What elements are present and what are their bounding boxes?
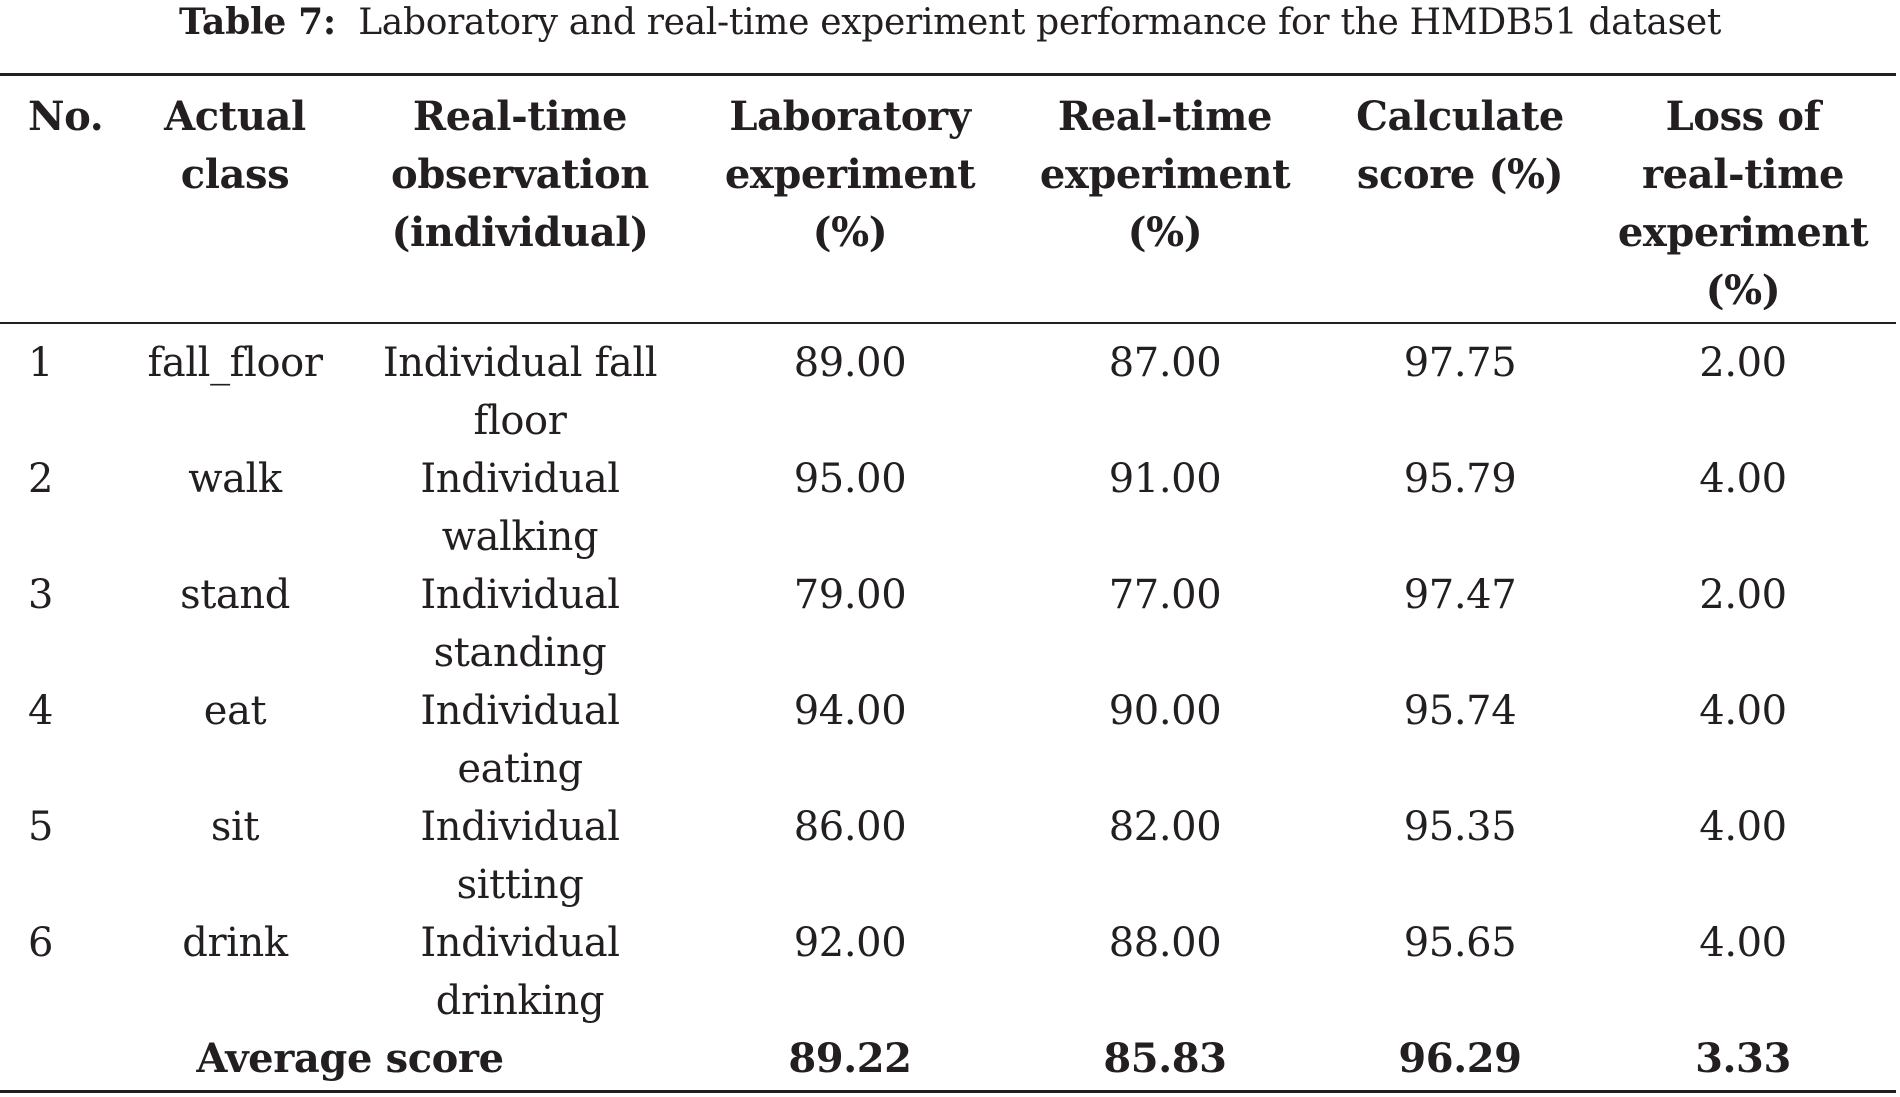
header-row: No. Actual class Real-time observation (ind…: [0, 88, 1896, 322]
cell-score: 95.74: [1403, 688, 1517, 734]
cell-observation: Individual sitting: [420, 804, 620, 908]
cell-realtime: 90.00: [1108, 688, 1222, 734]
average-laboratory: 89.22: [788, 1035, 912, 1082]
table-caption: Table 7: Laboratory and real-time experi…: [0, 0, 1900, 44]
cell-realtime: 77.00: [1108, 572, 1222, 618]
cell-score: 95.65: [1403, 920, 1517, 966]
cell-loss: 4.00: [1699, 688, 1787, 734]
cell-laboratory: 86.00: [793, 804, 907, 850]
header-actual-class: Actual class: [164, 93, 306, 198]
average-score: 96.29: [1398, 1035, 1522, 1082]
cell-score: 97.47: [1403, 572, 1517, 618]
cell-loss: 4.00: [1699, 920, 1787, 966]
cell-observation: Individual standing: [420, 572, 620, 676]
cell-score: 97.75: [1403, 340, 1517, 386]
table-row: 4 eat Individual eating 94.00 90.00 95.74…: [0, 682, 1896, 798]
table-row: 6 drink Individual drinking 92.00 88.00 9…: [0, 914, 1896, 1030]
cell-no: 1: [28, 340, 54, 386]
table-top-rule: [0, 73, 1896, 76]
cell-actual-class: stand: [180, 572, 290, 618]
cell-actual-class: fall_floor: [147, 340, 323, 386]
results-table: No. Actual class Real-time observation (ind…: [0, 88, 1896, 1088]
cell-laboratory: 94.00: [793, 688, 907, 734]
cell-score: 95.79: [1403, 456, 1517, 502]
cell-actual-class: sit: [210, 804, 260, 850]
table-row: 2 walk Individual walking 95.00 91.00 95.…: [0, 450, 1896, 566]
cell-actual-class: eat: [203, 688, 267, 734]
cell-score: 95.35: [1403, 804, 1517, 850]
average-loss: 3.33: [1695, 1035, 1791, 1082]
average-row: Average score 89.22 85.83 96.29 3.33: [0, 1030, 1896, 1088]
average-realtime: 85.83: [1103, 1035, 1227, 1082]
table-bottom-rule: [0, 1090, 1896, 1093]
cell-no: 5: [28, 804, 54, 850]
cell-observation: Individual eating: [420, 688, 620, 792]
cell-no: 3: [28, 572, 54, 618]
table-row: 5 sit Individual sitting 86.00 82.00 95.3…: [0, 798, 1896, 914]
cell-loss: 2.00: [1699, 572, 1787, 618]
cell-no: 6: [28, 920, 54, 966]
header-loss: Loss of real-time experiment (%): [1617, 93, 1869, 314]
header-realtime: Real-time experiment (%): [1039, 93, 1291, 256]
table-caption-text: Laboratory and real-time experiment perf…: [358, 2, 1721, 43]
cell-no: 2: [28, 456, 54, 502]
cell-observation: Individual drinking: [420, 920, 620, 1024]
cell-laboratory: 89.00: [793, 340, 907, 386]
cell-realtime: 87.00: [1108, 340, 1222, 386]
cell-loss: 2.00: [1699, 340, 1787, 386]
cell-laboratory: 95.00: [793, 456, 907, 502]
cell-loss: 4.00: [1699, 804, 1787, 850]
cell-realtime: 91.00: [1108, 456, 1222, 502]
header-score: Calculate score (%): [1356, 93, 1564, 198]
table-row: 1 fall_floor Individual fall floor 89.00 …: [0, 334, 1896, 450]
average-label: Average score: [196, 1035, 504, 1082]
cell-observation: Individual fall floor: [382, 340, 658, 444]
cell-realtime: 82.00: [1108, 804, 1222, 850]
cell-realtime: 88.00: [1108, 920, 1222, 966]
spacer-row: [0, 322, 1896, 334]
header-observation: Real-time observation (individual): [391, 93, 649, 256]
table-header-rule: [0, 322, 1896, 324]
table-row: 3 stand Individual standing 79.00 77.00 9…: [0, 566, 1896, 682]
cell-no: 4: [28, 688, 54, 734]
header-laboratory: Laboratory experiment (%): [724, 93, 976, 256]
table-caption-label: Table 7:: [179, 1, 336, 43]
cell-observation: Individual walking: [420, 456, 620, 560]
cell-laboratory: 92.00: [793, 920, 907, 966]
header-no: No.: [28, 93, 104, 140]
cell-laboratory: 79.00: [793, 572, 907, 618]
cell-actual-class: drink: [182, 920, 288, 966]
cell-loss: 4.00: [1699, 456, 1787, 502]
cell-actual-class: walk: [188, 456, 282, 502]
